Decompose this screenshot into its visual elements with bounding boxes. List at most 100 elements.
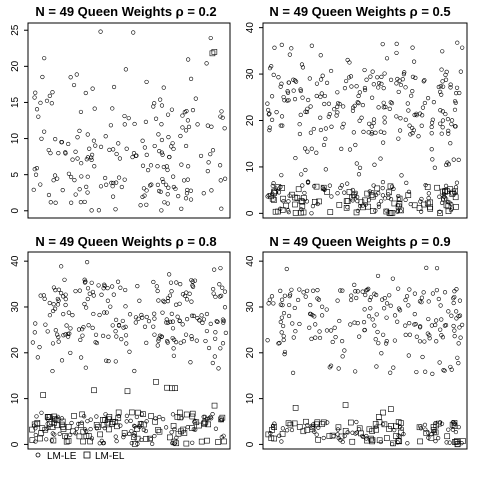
lm-le-point	[116, 323, 122, 328]
lm-le-point	[326, 101, 332, 106]
lm-le-point	[297, 131, 303, 137]
lm-le-point	[82, 199, 87, 205]
lm-le-point	[286, 313, 292, 319]
y-axis: 0 5 10 15 20 25	[10, 24, 28, 214]
lm-le-point	[34, 414, 39, 419]
lm-le-point	[446, 427, 451, 432]
lm-le-point	[437, 209, 442, 214]
lm-le-point	[378, 439, 383, 445]
lm-le-point	[406, 189, 412, 194]
lm-le-point	[368, 74, 373, 79]
lm-le-point	[371, 183, 376, 188]
lm-le-point	[189, 299, 194, 304]
lm-le-point	[119, 184, 124, 190]
lm-le-point	[279, 330, 284, 335]
lm-el-point	[439, 188, 446, 195]
lm-le-point	[179, 206, 184, 211]
lm-el-point	[320, 419, 327, 426]
lm-le-point	[438, 327, 443, 332]
lm-le-point	[213, 294, 218, 299]
lm-le-point	[310, 288, 316, 293]
lm-le-point	[353, 289, 358, 294]
lm-le-point	[59, 358, 65, 363]
y-tick-label: 25	[10, 24, 21, 36]
lm-le-point	[285, 90, 291, 95]
lm-el-point	[268, 193, 274, 200]
lm-le-point	[356, 426, 362, 432]
lm-le-point	[391, 365, 396, 370]
lm-el-point	[148, 413, 154, 419]
lm-el-point	[356, 425, 363, 432]
lm-le-point	[170, 326, 176, 331]
lm-le-point	[287, 294, 292, 299]
lm-le-point	[354, 419, 359, 425]
lm-le-point	[452, 107, 458, 112]
lm-le-point	[63, 297, 68, 302]
lm-le-point	[152, 332, 157, 337]
lm-le-point	[382, 71, 387, 76]
lm-le-point	[104, 182, 109, 187]
lm-le-point	[455, 355, 460, 360]
lm-le-point	[335, 298, 340, 303]
lm-le-point	[144, 79, 149, 85]
lm-le-point	[394, 81, 399, 86]
lm-le-point	[203, 338, 208, 344]
lm-le-point	[134, 414, 139, 420]
lm-le-point	[96, 283, 101, 288]
lm-le-point	[420, 354, 425, 360]
lm-el-point	[141, 421, 147, 428]
lm-le-point	[454, 316, 459, 321]
lm-le-point	[268, 430, 273, 436]
lm-le-point	[272, 421, 277, 426]
lm-el-point	[153, 379, 159, 385]
lm-le-point	[282, 293, 288, 298]
lm-el-point	[280, 195, 286, 202]
lm-el-point	[167, 434, 173, 441]
lm-le-point	[437, 420, 443, 425]
lm-le-point	[179, 162, 184, 167]
lm-le-point	[368, 295, 374, 300]
lm-le-point	[174, 302, 179, 307]
lm-le-point	[300, 65, 306, 70]
lm-le-point	[454, 180, 460, 185]
lm-le-point	[269, 94, 275, 99]
lm-le-point	[107, 147, 112, 152]
lm-le-point	[356, 93, 361, 99]
lm-le-point	[380, 297, 385, 302]
lm-le-point	[266, 107, 271, 113]
lm-el-point	[189, 413, 196, 420]
lm-el-point	[444, 188, 450, 194]
lm-le-point	[140, 163, 146, 168]
lm-el-point	[198, 438, 205, 445]
lm-le-point	[362, 87, 368, 93]
lm-le-point	[78, 109, 84, 115]
lm-le-point	[132, 433, 137, 438]
lm-le-point	[278, 123, 283, 128]
lm-el-point	[329, 432, 336, 439]
lm-le-point	[173, 340, 179, 345]
lm-le-point	[170, 440, 175, 446]
lm-le-point	[64, 323, 69, 328]
lm-le-point	[188, 188, 193, 193]
lm-el-point	[39, 425, 46, 431]
lm-el-point	[51, 413, 58, 420]
lm-le-point	[303, 294, 308, 299]
lm-le-point	[301, 290, 306, 295]
panel-rho-0-2: N = 49 Queen Weights ρ = 0.2 0 5 10 15 20 25	[10, 4, 231, 219]
lm-le-point	[76, 327, 82, 332]
lm-le-point	[305, 288, 310, 293]
lm-le-point	[128, 418, 133, 423]
lm-el-point	[342, 402, 349, 408]
lm-el-point	[221, 438, 227, 445]
lm-le-point	[39, 136, 44, 141]
lm-le-point	[452, 328, 457, 333]
lm-le-point	[429, 323, 434, 328]
lm-el-point	[396, 195, 403, 202]
lm-el-point	[65, 437, 72, 444]
lm-le-point	[123, 324, 128, 329]
lm-le-point	[397, 308, 403, 313]
lm-le-point	[69, 420, 74, 426]
lm-le-point	[316, 425, 321, 430]
lm-le-point	[103, 175, 108, 181]
lm-el-point	[380, 409, 386, 416]
